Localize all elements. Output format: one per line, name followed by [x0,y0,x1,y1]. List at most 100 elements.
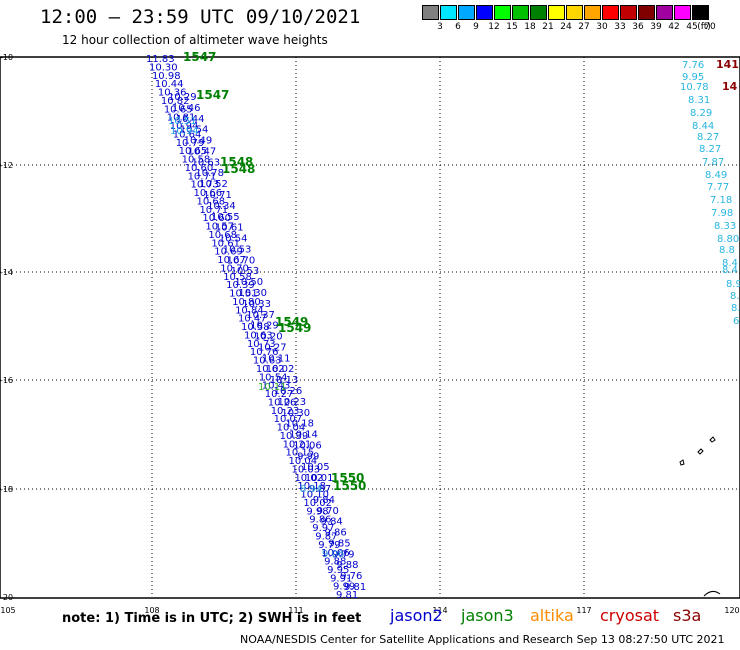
swh-value-east: 8.4 [722,258,738,269]
legend-swatch [584,5,601,20]
swh-value-east: 7.76 [682,60,704,71]
swh-value: 9.98 [306,506,328,517]
swh-value: 9.79 [318,540,340,551]
swh-value-east: 8.49 [705,170,727,181]
swh-value: 10.49 [184,136,213,147]
x-tick-label: 117 [576,606,591,615]
legend-label: 39 [650,22,662,32]
x-tick-label: 105 [0,606,15,615]
swh-value: 10.15 [286,448,315,459]
swh-value: 9.88 [336,560,358,571]
swh-value: 10.53 [231,266,260,277]
swh-value: 10.80 [232,297,261,308]
swh-value: 9.85 [328,538,350,549]
swh-value: 10.26 [268,397,297,408]
legend-swatch [548,5,565,20]
swh-value: 10.18 [297,481,326,492]
swh-value: 10.27 [258,342,287,353]
y-tick-label: -14 [0,268,13,277]
swh-value: 9.88 [324,557,346,568]
swh-value: 9.79 [332,549,354,560]
swh-value: 10.03 [291,464,320,475]
y-tick-label: -18 [0,485,13,494]
swh-value: 9.99 [297,451,319,462]
swh-value-east: 7.87 [702,157,724,168]
swh-value: 10.51 [229,289,258,300]
island-shape [703,590,721,597]
swh-value: 10.78 [195,168,224,179]
swh-value: 9.70 [317,506,339,517]
swh-value-east: 6 [733,316,739,327]
swh-value: 10.20 [254,332,283,343]
swh-value: 9.81 [344,582,366,593]
swh-value: 10.30 [281,408,310,419]
legend-swatch [692,5,709,20]
swh-value: 10.37 [246,310,275,321]
legend-label: 3 [437,22,443,32]
swh-value: 10.67 [217,255,246,266]
swh-value: 9.91 [330,573,352,584]
island-shape [679,459,685,466]
swh-value: 10.29 [168,92,197,103]
swh-value-east: 8.8 [719,245,735,256]
swh-value-east: 9.95 [682,72,704,83]
swh-value: 10.60 [185,163,214,174]
swh-value-east: 8. [730,291,740,302]
swh-value: 9.97 [312,523,334,534]
swh-value: 10.33 [242,299,271,310]
pass-number-label: 1547 [183,50,216,64]
swh-value-highlight: 9.06 [322,549,344,560]
swh-value: 10.01 [305,473,334,484]
swh-value: 10.27 [265,389,294,400]
swh-value-east: 8.29 [690,108,712,119]
swh-value: 10.05 [301,462,330,473]
swh-value: 9.86 [309,515,331,526]
swh-value: 10.02 [294,473,323,484]
legend-label: 9 [473,22,479,32]
legend-swatch [458,5,475,20]
swh-value: 10.36 [158,88,187,99]
credit-line: NOAA/NESDIS Center for Satellite Applica… [240,633,725,646]
swh-value-east: 8.9 [726,279,740,290]
swh-value: 10.30 [238,288,267,299]
swh-value: 9.99 [333,582,355,593]
legend-label: 21 [542,22,554,32]
y-tick-label: -10 [0,53,13,62]
island-shape [709,436,716,443]
swh-value-highlight: 10.11 [258,382,287,393]
swh-value: 10.57 [205,222,234,233]
legend-swatch [530,5,547,20]
swh-value: 9.76 [340,571,362,582]
swh-value: 10.52 [199,179,228,190]
pass-number-label: 1549 [278,321,311,335]
swh-value: 10.73 [191,180,220,191]
swh-value: 10.14 [289,430,318,441]
swh-value: 11.83 [146,54,175,65]
legend-label: 70 [704,22,716,32]
page-subtitle: 12 hour collection of altimeter wave hei… [62,33,328,47]
land-islands [679,436,721,597]
swh-value-red: 141 [716,58,739,71]
swh-value: 10.64 [173,129,202,140]
swh-value: 10.58 [182,155,211,166]
legend-swatch [674,5,691,20]
swh-value: 10.84 [235,305,264,316]
swh-value: 10.07 [274,414,303,425]
swh-value: 10.53 [223,244,252,255]
swh-value-east: 8.27 [697,132,719,143]
satellite-label-jason2: jason2 [390,606,443,625]
swh-value: 10.62 [256,364,285,375]
swh-value: 10.81 [167,113,196,124]
legend-swatch [620,5,637,20]
swh-value-highlight: 10.94 [170,126,199,137]
swh-value: 10.71 [203,190,232,201]
legend-swatch [602,5,619,20]
swh-value: 10.39 [280,431,309,442]
swh-value-east: 8.31 [688,95,710,106]
map-frame [0,56,740,599]
swh-value-east: 10.78 [680,82,709,93]
legend-swatch [512,5,529,20]
swh-value: 10.65 [164,104,193,115]
swh-value: 10.02 [303,498,332,509]
pass-number-label: 1550 [331,471,364,485]
